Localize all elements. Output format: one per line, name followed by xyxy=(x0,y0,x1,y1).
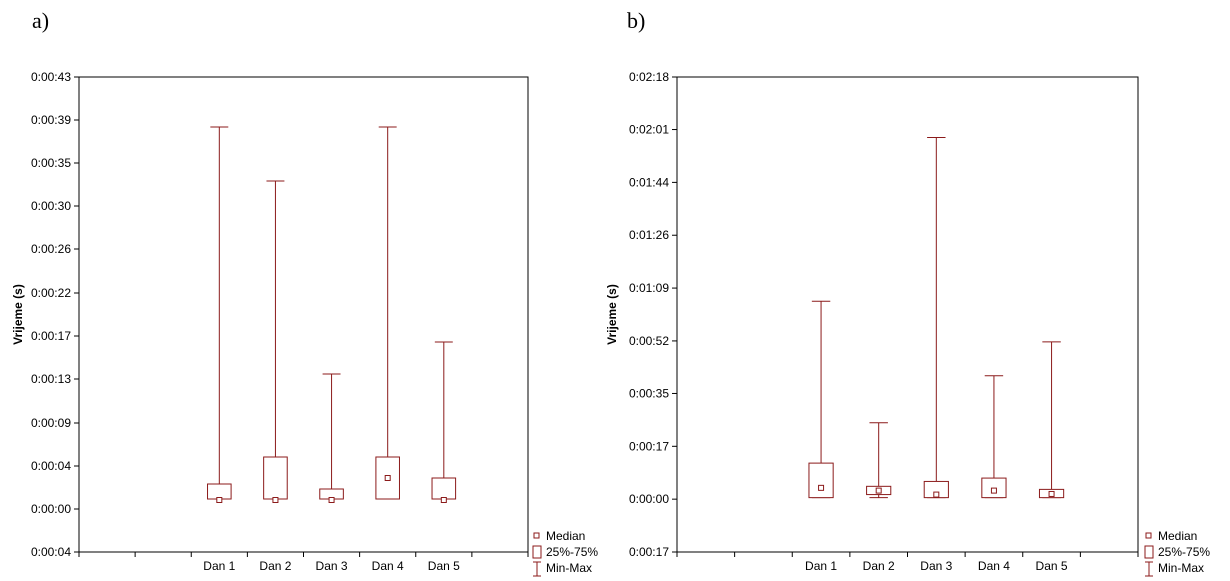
median-marker xyxy=(875,487,882,494)
x-tick-label: Dan 4 xyxy=(372,559,404,573)
box-dan-1 xyxy=(207,126,232,503)
legend-iqr-symbol xyxy=(532,545,542,559)
box-dan-3 xyxy=(923,136,949,499)
iqr-box xyxy=(923,480,949,499)
y-axis-label: Vrijeme (s) xyxy=(11,284,25,345)
box-dan-1 xyxy=(808,300,834,499)
y-tick-label: 0:00:35 xyxy=(629,386,669,400)
legend-median-label: Median xyxy=(1158,529,1197,543)
box-dan-3 xyxy=(319,373,344,503)
box-dan-2 xyxy=(263,180,288,503)
median-marker xyxy=(990,487,997,494)
box-dan-5 xyxy=(1038,341,1065,499)
median-marker xyxy=(933,491,940,498)
median-marker xyxy=(1048,490,1055,497)
y-tick-label: 0:00:35 xyxy=(31,156,71,170)
y-tick-label: 0:00:13 xyxy=(31,372,71,386)
median-marker xyxy=(272,497,279,503)
y-tick-label: 0:00:04 xyxy=(31,459,71,473)
panel-label: b) xyxy=(627,8,645,33)
iqr-box xyxy=(431,477,457,500)
x-tick-label: Dan 5 xyxy=(1036,559,1068,573)
legend-median-label: Median xyxy=(546,529,585,543)
y-tick-label: 0:01:44 xyxy=(629,175,669,189)
legend-iqr-label: 25%-75% xyxy=(1158,545,1210,559)
y-tick-label: 0:00:17 xyxy=(31,329,71,343)
y-tick-label: 0:00:09 xyxy=(31,416,71,430)
y-tick-label: 0:00:52 xyxy=(629,334,669,348)
x-tick-label: Dan 1 xyxy=(203,559,235,573)
y-tick-label: 0:01:26 xyxy=(629,228,669,242)
y-tick-label: 0:00:39 xyxy=(31,113,71,127)
plot-frame xyxy=(676,76,1139,553)
box-dan-5 xyxy=(431,341,457,503)
y-tick-label: 0:00:30 xyxy=(31,199,71,213)
y-tick-label: 0:00:22 xyxy=(31,286,71,300)
legend-median-symbol xyxy=(533,532,540,539)
median-marker xyxy=(440,497,447,503)
x-tick-label: Dan 2 xyxy=(259,559,291,573)
y-tick-label: 0:01:09 xyxy=(629,281,669,295)
y-tick-label: 0:02:18 xyxy=(629,70,669,84)
y-tick-label: 0:00:17 xyxy=(629,545,669,559)
median-marker xyxy=(216,497,223,503)
plot-frame xyxy=(78,76,529,553)
box-dan-4 xyxy=(375,126,400,500)
x-tick-label: Dan 3 xyxy=(316,559,348,573)
iqr-box xyxy=(207,483,232,500)
y-tick-label: 0:00:00 xyxy=(31,502,71,516)
legend-minmax-label: Min-Max xyxy=(546,561,592,575)
x-tick-label: Dan 2 xyxy=(863,559,895,573)
box-dan-4 xyxy=(981,375,1007,499)
legend-iqr-label: 25%-75% xyxy=(546,545,598,559)
x-tick-label: Dan 3 xyxy=(920,559,952,573)
iqr-box xyxy=(263,456,288,500)
y-axis-label: Vrijeme (s) xyxy=(605,284,619,345)
median-marker xyxy=(328,497,335,503)
x-tick-label: Dan 4 xyxy=(978,559,1010,573)
iqr-box xyxy=(808,462,834,499)
y-tick-label: 0:00:26 xyxy=(31,242,71,256)
median-marker xyxy=(818,484,825,491)
legend-iqr-symbol xyxy=(1144,545,1154,559)
median-marker xyxy=(384,475,391,481)
legend-median-symbol xyxy=(1145,532,1152,539)
legend-minmax-label: Min-Max xyxy=(1158,561,1204,575)
box-dan-2 xyxy=(866,422,892,499)
y-tick-label: 0:00:04 xyxy=(31,545,71,559)
x-tick-label: Dan 5 xyxy=(428,559,460,573)
x-tick-label: Dan 1 xyxy=(805,559,837,573)
y-tick-label: 0:02:01 xyxy=(629,123,669,137)
panel-label: a) xyxy=(32,8,49,33)
y-tick-label: 0:00:17 xyxy=(629,439,669,453)
y-tick-label: 0:00:00 xyxy=(629,492,669,506)
y-tick-label: 0:00:43 xyxy=(31,70,71,84)
